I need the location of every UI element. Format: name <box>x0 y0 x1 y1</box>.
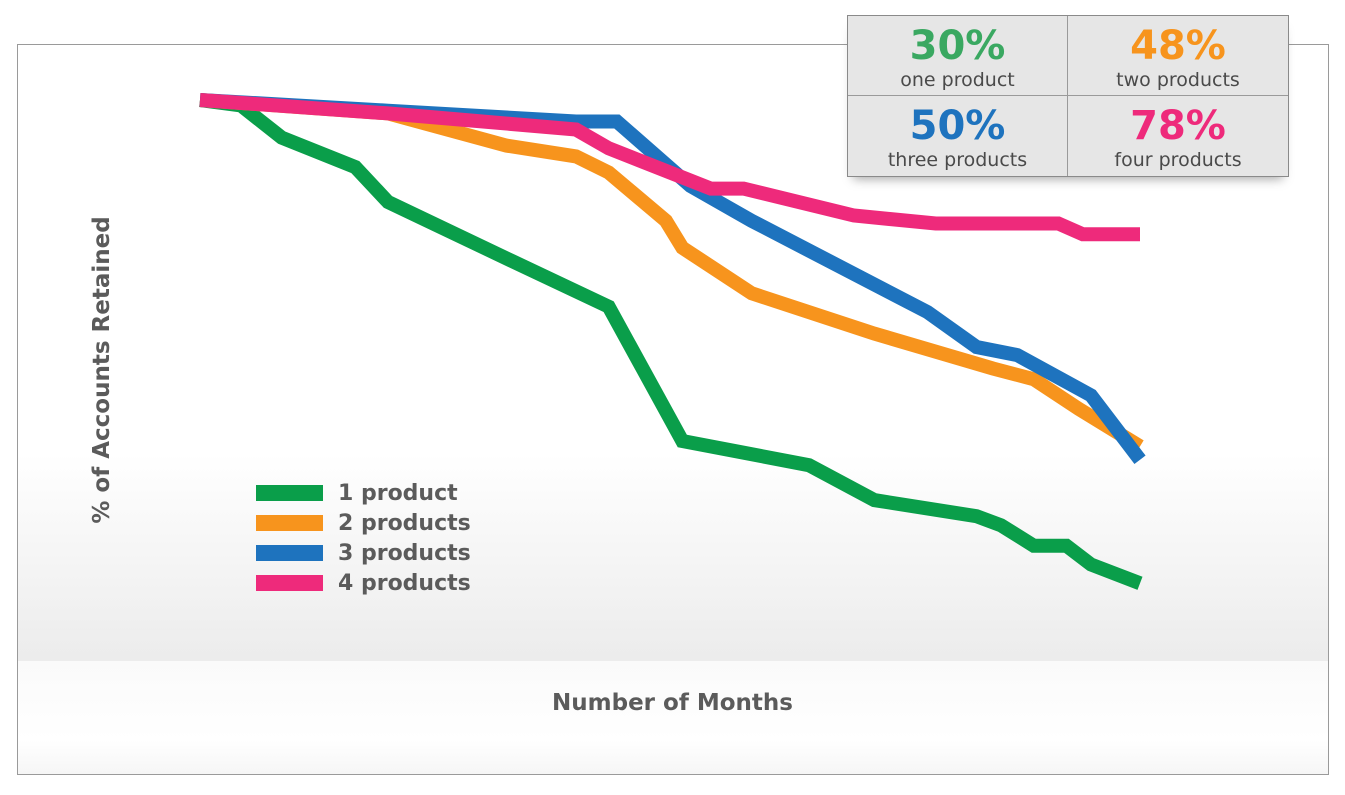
legend-label: 2 products <box>338 510 471 536</box>
x-axis-label: Number of Months <box>552 690 793 716</box>
series-line-4 <box>199 93 1140 242</box>
legend-swatch <box>256 515 323 531</box>
stat-label: two products <box>1116 69 1240 91</box>
legend-label: 1 product <box>338 480 458 506</box>
y-axis-label: % of Accounts Retained <box>89 216 115 524</box>
stat-three-products: 50% three products <box>848 96 1068 176</box>
stat-value: 48% <box>1130 23 1226 69</box>
stat-value: 30% <box>909 23 1006 69</box>
stat-label: four products <box>1114 149 1242 171</box>
retention-stats-panel: 30% one product 48% two products 50% thr… <box>847 15 1289 177</box>
stat-label: three products <box>887 149 1028 171</box>
stat-value: 50% <box>909 103 1006 149</box>
legend: 1 product 2 products 3 products 4 produc… <box>256 478 516 598</box>
legend-swatch <box>256 545 323 561</box>
legend-item-4-products: 4 products <box>256 568 516 598</box>
stat-four-products: 78% four products <box>1068 96 1288 176</box>
legend-item-2-products: 2 products <box>256 508 516 538</box>
stat-one-product: 30% one product <box>848 16 1068 96</box>
legend-label: 4 products <box>338 570 471 596</box>
legend-swatch <box>256 485 323 501</box>
legend-item-1-product: 1 product <box>256 478 516 508</box>
series-line-2 <box>199 93 1144 453</box>
stat-two-products: 48% two products <box>1068 16 1288 96</box>
legend-swatch <box>256 575 323 591</box>
x-axis-band <box>18 661 1328 774</box>
stat-value: 78% <box>1130 103 1226 149</box>
series-line-1 <box>199 93 1143 590</box>
legend-label: 3 products <box>338 540 471 566</box>
stat-label: one product <box>900 69 1015 91</box>
legend-item-3-products: 3 products <box>256 538 516 568</box>
